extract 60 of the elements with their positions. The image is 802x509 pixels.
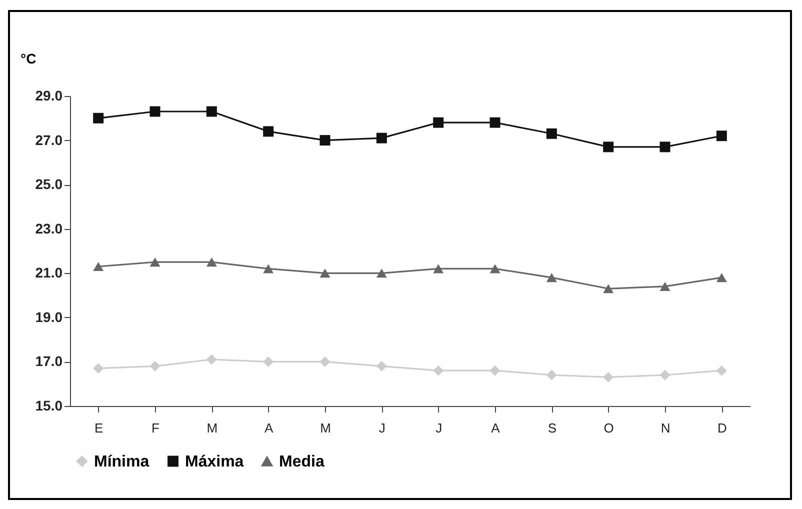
y-tick-label: 29.0 (35, 88, 63, 104)
y-tick-label: 27.0 (35, 132, 63, 148)
point (716, 130, 727, 142)
legend-label: Mínima (94, 453, 150, 470)
point (603, 284, 614, 294)
point (660, 370, 670, 380)
y-axis-title: °C (20, 50, 36, 66)
y-tick-label: 15.0 (35, 398, 63, 414)
x-tick-label: A (264, 420, 274, 436)
point (660, 142, 670, 152)
point (93, 262, 104, 272)
point (376, 132, 387, 144)
point (206, 258, 217, 267)
point (93, 363, 104, 374)
point (320, 268, 330, 278)
point (263, 126, 274, 137)
point (206, 354, 217, 365)
point (546, 128, 557, 139)
point (546, 273, 557, 282)
x-tick-label: M (320, 420, 331, 436)
point (150, 258, 160, 267)
x-tick-label: J (378, 420, 386, 436)
point (490, 365, 500, 376)
legend-label: Media (279, 454, 324, 470)
point (716, 365, 727, 376)
point (660, 282, 670, 291)
x-tick-label: D (717, 420, 727, 436)
x-tick-label: M (206, 420, 218, 436)
y-tick-label: 19.0 (35, 308, 63, 325)
point (546, 370, 557, 380)
point (603, 372, 614, 382)
point (603, 142, 614, 152)
point (320, 135, 330, 146)
x-tick-label: N (660, 420, 670, 436)
x-tick-label: F (152, 420, 160, 436)
point (150, 360, 160, 372)
point (433, 365, 444, 376)
point (263, 264, 274, 274)
point (206, 106, 217, 117)
point (263, 356, 274, 367)
point (490, 264, 500, 274)
point (320, 356, 330, 367)
point (433, 117, 444, 128)
y-tick-label: 25.0 (35, 176, 63, 192)
point (376, 360, 387, 372)
y-tick-label: 23.0 (35, 220, 63, 236)
y-tick-label: 21.0 (35, 264, 63, 281)
legend-label: Máxima (185, 453, 244, 470)
x-tick-label: O (604, 420, 614, 436)
point (93, 112, 104, 124)
x-tick-label: J (436, 420, 442, 436)
x-tick-label: A (491, 420, 500, 436)
point (490, 117, 500, 128)
point (376, 268, 387, 278)
point (433, 264, 444, 274)
point (150, 106, 160, 117)
y-tick-label: 17.0 (35, 353, 63, 370)
x-tick-label: E (94, 420, 104, 436)
point (716, 273, 727, 282)
x-tick-label: S (548, 420, 557, 436)
